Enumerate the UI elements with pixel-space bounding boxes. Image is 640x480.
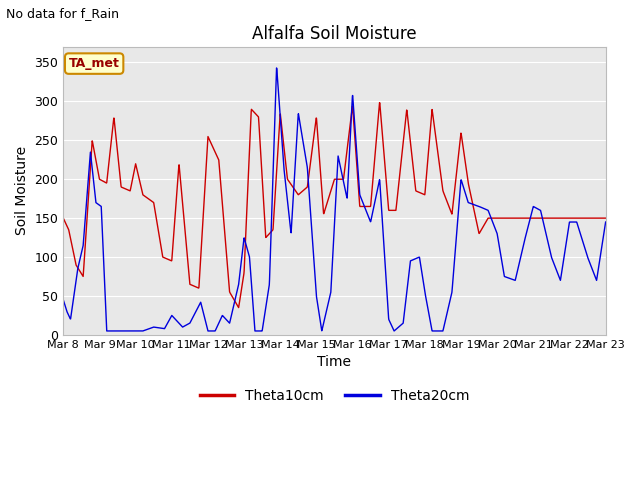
Theta10cm (602, 215, 609, 221)
Text: No data for f_Rain: No data for f_Rain (6, 7, 120, 20)
Line: Theta10cm: Theta10cm (63, 103, 605, 308)
Theta10cm (376, 100, 383, 106)
Theta10cm (235, 305, 243, 311)
Theta10cm (554, 215, 562, 221)
Theta10cm (211, 148, 218, 154)
X-axis label: Time: Time (317, 355, 351, 369)
Title: Alfalfa Soil Moisture: Alfalfa Soil Moisture (252, 24, 417, 43)
Theta20cm (362, 208, 370, 214)
Theta20cm (273, 65, 280, 71)
Line: Theta20cm: Theta20cm (63, 68, 605, 331)
Legend: Theta10cm, Theta20cm: Theta10cm, Theta20cm (194, 384, 475, 408)
Theta20cm (602, 219, 609, 225)
Theta20cm (60, 297, 67, 303)
Theta10cm (493, 215, 500, 221)
Theta10cm (350, 125, 358, 131)
Text: TA_met: TA_met (68, 57, 120, 70)
Theta20cm (103, 328, 111, 334)
Theta20cm (493, 229, 500, 235)
Theta20cm (211, 328, 219, 334)
Theta10cm (570, 215, 577, 221)
Theta10cm (60, 215, 67, 221)
Theta20cm (351, 117, 358, 123)
Theta20cm (570, 219, 577, 225)
Theta20cm (554, 272, 562, 277)
Theta10cm (362, 204, 370, 209)
Y-axis label: Soil Moisture: Soil Moisture (15, 146, 29, 236)
